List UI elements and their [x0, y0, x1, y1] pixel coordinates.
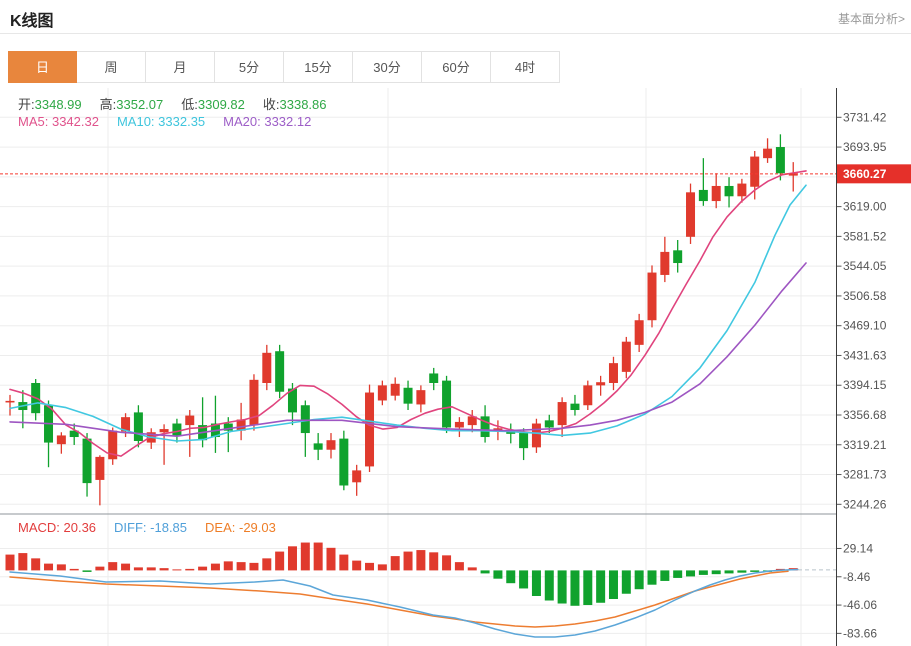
ohlc-high: 高:3352.07: [99, 97, 164, 112]
page-title: K线图: [10, 13, 54, 30]
main-y-axis-labels: 3731.423693.953656.473619.003581.523544.…: [836, 110, 887, 511]
diff-line: [9, 568, 799, 638]
main-y-label: 3544.05: [843, 259, 887, 273]
ohlc-low: 低:3309.82: [181, 97, 245, 112]
tab-5分[interactable]: 5分: [215, 51, 284, 83]
main-y-label: 3581.52: [843, 229, 887, 243]
macd-readout: MACD: 20.36 DIFF: -18.85 DEA: -29.03: [18, 520, 294, 535]
ma-ma5: MA5: 3342.32: [18, 114, 99, 129]
macd-y-label: -8.46: [843, 570, 871, 584]
main-y-label: 3394.15: [843, 378, 887, 392]
main-y-label: 3693.95: [843, 140, 887, 154]
main-y-label: 3281.73: [843, 468, 887, 482]
last-price-tag-value: 3660.27: [843, 167, 887, 181]
macd-dea: DEA: -29.03: [205, 520, 276, 535]
last-price-tag: 3660.27: [837, 164, 911, 184]
tab-日[interactable]: 日: [8, 51, 77, 83]
vertical-gridlines: [107, 88, 802, 646]
main-y-label: 3619.00: [843, 200, 887, 214]
tab-周[interactable]: 周: [77, 51, 146, 83]
ohlc-readout: 开:3348.99 高:3352.07 低:3309.82 收:3338.86: [18, 94, 345, 113]
ohlc-open: 开:3348.99: [18, 97, 82, 112]
macd-diff: DIFF: -18.85: [114, 520, 188, 535]
tab-30分[interactable]: 30分: [353, 51, 422, 83]
macd-y-label: -46.06: [843, 598, 877, 612]
main-y-label: 3506.58: [843, 289, 887, 303]
ma-ma10: MA10: 3332.35: [116, 114, 206, 129]
main-y-label: 3469.10: [843, 319, 887, 333]
macd-gridlines: 29.14 -8.46 -46.06 -83.66: [0, 541, 877, 640]
widget-header: K线图 基本面分析>: [0, 0, 911, 34]
macd-y-label: 29.14: [843, 541, 873, 555]
tab-60分[interactable]: 60分: [422, 51, 491, 83]
ma-ma20: MA20: 3332.12: [223, 114, 312, 129]
main-y-label: 3244.26: [843, 497, 887, 511]
tab-月[interactable]: 月: [146, 51, 215, 83]
fundamental-analysis-link[interactable]: 基本面分析>: [837, 12, 905, 26]
ma-readout: MA5: 3342.32 MA10: 3332.35 MA20: 3332.12: [18, 114, 329, 129]
main-gridlines: [0, 116, 837, 505]
main-y-label: 3431.63: [843, 348, 887, 362]
candles-layer: [5, 134, 798, 506]
ohlc-close: 收:3338.86: [262, 97, 327, 112]
macd-y-label: -83.66: [843, 626, 877, 640]
macd-macd: MACD: 20.36: [18, 520, 97, 535]
tab-4时[interactable]: 4时: [491, 51, 560, 83]
main-y-label: 3731.42: [843, 110, 887, 124]
ma5-line: [9, 170, 807, 457]
dea-line: [9, 570, 789, 628]
tab-15分[interactable]: 15分: [284, 51, 353, 83]
main-y-label: 3319.21: [843, 438, 887, 452]
timeframe-tab-bar: 日周月 5分 15分 30分 60分 4时: [8, 51, 560, 83]
ma20-line: [9, 262, 807, 438]
main-y-label: 3356.68: [843, 408, 887, 422]
